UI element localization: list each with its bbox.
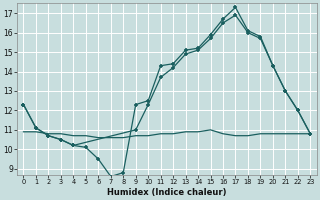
X-axis label: Humidex (Indice chaleur): Humidex (Indice chaleur) <box>107 188 227 197</box>
